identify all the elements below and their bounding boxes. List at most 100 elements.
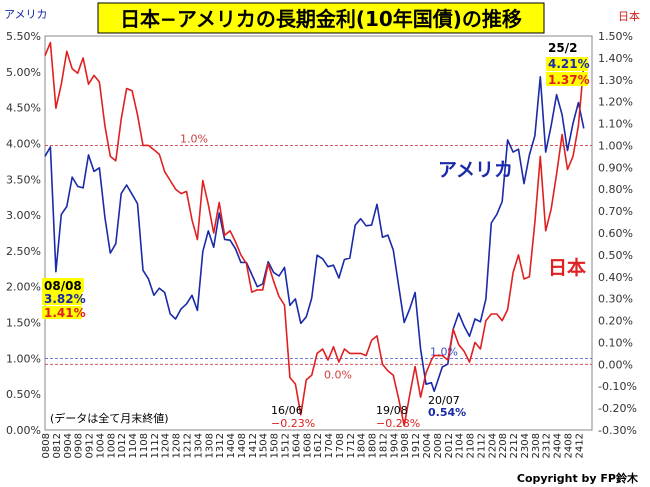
x-tick-label: 1104 bbox=[128, 433, 139, 458]
x-tick-label: 1212 bbox=[183, 433, 194, 458]
x-tick-label: 1312 bbox=[215, 433, 226, 458]
x-tick-label: 2408 bbox=[564, 433, 575, 458]
right-tick-label: 1.00% bbox=[598, 139, 633, 152]
x-tick-label: 1808 bbox=[368, 433, 379, 458]
x-tick-label: 1408 bbox=[237, 433, 248, 458]
plot-area bbox=[44, 35, 593, 431]
right-tick-label: 0.90% bbox=[598, 161, 633, 174]
x-tick-label: 1508 bbox=[270, 433, 281, 458]
right-tick-label: 1.50% bbox=[598, 30, 633, 43]
right-tick-label: 1.30% bbox=[598, 74, 633, 87]
x-tick-label: 1004 bbox=[95, 433, 106, 458]
annotation-start-jp: 1.41% bbox=[44, 306, 86, 320]
x-tick-label: 1504 bbox=[259, 433, 270, 458]
left-tick-label: 5.50% bbox=[6, 30, 41, 43]
series-line-jp bbox=[44, 41, 585, 427]
x-tick-label: 2308 bbox=[531, 433, 542, 458]
left-tick-label: 1.00% bbox=[6, 352, 41, 365]
x-tick-label: 2012 bbox=[444, 433, 455, 458]
x-tick-label: 0812 bbox=[52, 433, 63, 458]
x-tick-label: 2008 bbox=[433, 433, 444, 458]
x-tick-label: 1404 bbox=[226, 433, 237, 458]
x-tick-label: 0912 bbox=[85, 433, 96, 458]
left-tick-label: 4.50% bbox=[6, 102, 41, 115]
x-tick-label: 1308 bbox=[204, 433, 215, 458]
x-tick-label: 0908 bbox=[74, 433, 85, 458]
x-tick-label: 1708 bbox=[335, 433, 346, 458]
annotation-2007-date: 20/07 bbox=[428, 394, 460, 407]
right-tick-label: 1.20% bbox=[598, 96, 633, 109]
x-tick-label: 1908 bbox=[400, 433, 411, 458]
right-tick-label: -0.30% bbox=[598, 424, 637, 437]
right-tick-label: 0.10% bbox=[598, 336, 633, 349]
x-tick-label: 1608 bbox=[302, 433, 313, 458]
right-tick-label: -0.10% bbox=[598, 380, 637, 393]
left-tick-label: 0.00% bbox=[6, 424, 41, 437]
x-tick-label: 2104 bbox=[455, 433, 466, 458]
reference-line-label: 0.0% bbox=[324, 368, 352, 381]
right-tick-label: 0.60% bbox=[598, 227, 633, 240]
x-tick-label: 1112 bbox=[150, 433, 161, 458]
x-tick-label: 2212 bbox=[509, 433, 520, 458]
x-tick-label: 1012 bbox=[117, 433, 128, 458]
annotation-1606-date: 16/06 bbox=[271, 404, 303, 417]
annotation-end-jp: 1.37% bbox=[548, 73, 590, 87]
x-tick-label: 1604 bbox=[291, 433, 302, 458]
annotation-end: 25/2 4.21% 1.37% bbox=[546, 41, 590, 87]
x-tick-label: 0808 bbox=[41, 433, 52, 458]
x-tick-label: 1412 bbox=[248, 433, 259, 458]
right-tick-label: -0.20% bbox=[598, 402, 637, 415]
copyright-credit: Copyright by FP鈴木 bbox=[517, 471, 639, 485]
x-tick-label: 2208 bbox=[498, 433, 509, 458]
left-tick-label: 3.00% bbox=[6, 209, 41, 222]
x-tick-label: 2108 bbox=[466, 433, 477, 458]
annotation-end-us: 4.21% bbox=[548, 57, 590, 71]
right-tick-label: 0.20% bbox=[598, 315, 633, 328]
x-tick-label: 1008 bbox=[106, 433, 117, 458]
x-tick-label: 1204 bbox=[161, 433, 172, 458]
right-tick-label: 0.70% bbox=[598, 205, 633, 218]
x-tick-label: 1704 bbox=[324, 433, 335, 458]
x-tick-label: 2412 bbox=[574, 433, 585, 458]
annotation-start-date: 08/08 bbox=[44, 279, 82, 293]
x-tick-label: 2204 bbox=[487, 433, 498, 458]
series-line-us bbox=[44, 76, 585, 393]
right-tick-label: 1.10% bbox=[598, 118, 633, 131]
reference-line-label: 1.0% bbox=[180, 132, 208, 145]
x-tick-label: 0904 bbox=[63, 433, 74, 458]
x-tick-label: 2404 bbox=[553, 433, 564, 458]
left-tick-label: 2.50% bbox=[6, 245, 41, 258]
annotation-start-us: 3.82% bbox=[44, 292, 86, 306]
left-tick-label: 5.00% bbox=[6, 66, 41, 79]
x-tick-label: 1304 bbox=[193, 433, 204, 458]
annotation-1606-jp: −0.23% bbox=[271, 417, 315, 430]
x-tick-label: 1208 bbox=[172, 433, 183, 458]
chart-title: 日本−アメリカの長期金利(10年国債)の推移 bbox=[120, 7, 522, 31]
left-tick-label: 4.00% bbox=[6, 137, 41, 150]
title-box bbox=[97, 2, 545, 34]
left-tick-label: 1.50% bbox=[6, 317, 41, 330]
annotation-start: 08/08 3.82% 1.41% bbox=[42, 278, 86, 320]
annotation-end-date: 25/2 bbox=[548, 41, 577, 55]
series-label-jp: 日本 bbox=[548, 256, 586, 279]
left-tick-label: 3.50% bbox=[6, 173, 41, 186]
x-tick-label: 1712 bbox=[346, 433, 357, 458]
right-tick-label: 1.40% bbox=[598, 52, 633, 65]
right-axis-title: 日本 bbox=[618, 9, 640, 23]
x-tick-label: 2312 bbox=[542, 433, 553, 458]
right-tick-label: 0.00% bbox=[598, 358, 633, 371]
x-tick-label: 2112 bbox=[476, 433, 487, 458]
x-tick-label: 1804 bbox=[357, 433, 368, 458]
x-tick-label: 2304 bbox=[520, 433, 531, 458]
annotation-1908-date: 19/08 bbox=[376, 404, 408, 417]
right-tick-label: 0.30% bbox=[598, 293, 633, 306]
left-tick-label: 2.00% bbox=[6, 281, 41, 294]
right-tick-label: 0.40% bbox=[598, 271, 633, 284]
right-tick-label: 0.50% bbox=[598, 249, 633, 262]
annotation-2007-us: 0.54% bbox=[428, 406, 466, 419]
x-tick-label: 1904 bbox=[389, 433, 400, 458]
series-label-us: アメリカ bbox=[438, 159, 513, 181]
x-tick-label: 1512 bbox=[280, 433, 291, 458]
x-tick-label: 1612 bbox=[313, 433, 324, 458]
